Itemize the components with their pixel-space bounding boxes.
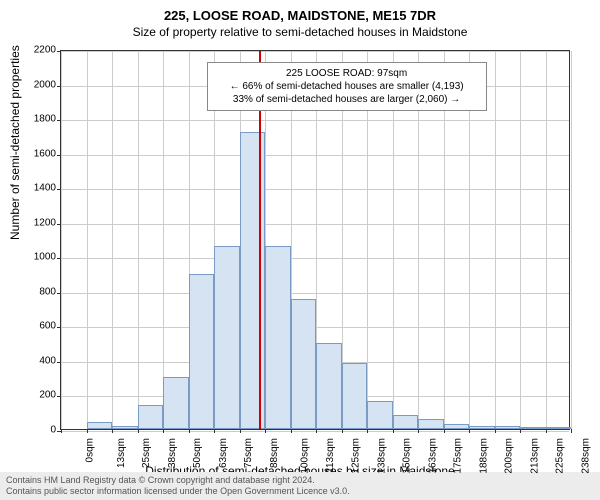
gridline-v: [571, 51, 572, 429]
x-tick-label: 113sqm: [324, 438, 335, 473]
x-tick-label: 175sqm: [453, 438, 464, 474]
annotation-line: ← 66% of semi-detached houses are smalle…: [216, 80, 478, 93]
x-tick-label: 200sqm: [504, 438, 515, 474]
y-tick-label: 1000: [16, 252, 56, 263]
x-tick-label: 25sqm: [141, 438, 152, 468]
histogram-bar: [418, 419, 444, 429]
y-tick-label: 400: [16, 355, 56, 366]
gridline-v: [520, 51, 521, 429]
histogram-bar: [240, 132, 266, 429]
chart-plot-area: 225 LOOSE ROAD: 97sqm← 66% of semi-detac…: [60, 50, 570, 430]
histogram-bar: [444, 424, 470, 429]
histogram-bar: [342, 363, 368, 429]
x-tick-label: 213sqm: [529, 438, 540, 474]
x-tick-label: 75sqm: [243, 438, 254, 468]
x-tick-label: 88sqm: [269, 438, 280, 468]
y-tick-label: 1200: [16, 217, 56, 228]
gridline-v: [546, 51, 547, 429]
x-tick-label: 13sqm: [116, 438, 127, 468]
footer-line1: Contains HM Land Registry data © Crown c…: [6, 475, 594, 486]
histogram-bar: [367, 401, 393, 429]
x-tick-label: 163sqm: [427, 438, 438, 474]
x-tick-label: 0sqm: [84, 438, 95, 462]
x-tick-label: 150sqm: [402, 438, 413, 474]
gridline-v: [112, 51, 113, 429]
x-tick-label: 50sqm: [192, 438, 203, 468]
histogram-bar: [138, 405, 164, 429]
histogram-bar: [112, 426, 138, 429]
histogram-bar: [189, 274, 215, 429]
y-tick-label: 1600: [16, 148, 56, 159]
histogram-bar: [214, 246, 240, 429]
y-axis-label: Number of semi-detached properties: [8, 45, 22, 240]
annotation-box: 225 LOOSE ROAD: 97sqm← 66% of semi-detac…: [207, 62, 487, 111]
x-tick-label: 188sqm: [478, 438, 489, 474]
histogram-bar: [546, 427, 572, 429]
histogram-bar: [520, 427, 546, 429]
histogram-bar: [393, 415, 419, 429]
y-tick-label: 2200: [16, 45, 56, 56]
y-tick-label: 1400: [16, 183, 56, 194]
footer-line2: Contains public sector information licen…: [6, 486, 594, 497]
histogram-bar: [163, 377, 189, 429]
x-tick-label: 63sqm: [218, 438, 229, 468]
gridline-v: [87, 51, 88, 429]
y-tick-label: 200: [16, 390, 56, 401]
footer-attribution: Contains HM Land Registry data © Crown c…: [0, 472, 600, 500]
annotation-line: 225 LOOSE ROAD: 97sqm: [216, 67, 478, 80]
x-tick-label: 125sqm: [351, 438, 362, 474]
histogram-bar: [87, 422, 113, 429]
histogram-bar: [291, 299, 317, 429]
y-tick-label: 2000: [16, 79, 56, 90]
annotation-line: 33% of semi-detached houses are larger (…: [216, 93, 478, 106]
gridline-v: [61, 51, 62, 429]
histogram-bar: [469, 426, 495, 429]
histogram-bar: [265, 246, 291, 429]
main-title: 225, LOOSE ROAD, MAIDSTONE, ME15 7DR: [0, 0, 600, 23]
x-tick-label: 225sqm: [555, 438, 566, 474]
y-tick-label: 600: [16, 321, 56, 332]
histogram-bar: [316, 343, 342, 429]
x-tick-label: 100sqm: [300, 438, 311, 474]
x-tick-label: 138sqm: [376, 438, 387, 474]
x-tick-label: 38sqm: [167, 438, 178, 468]
x-tick-label: 238sqm: [580, 438, 591, 474]
y-tick-label: 1800: [16, 114, 56, 125]
y-tick-label: 0: [16, 425, 56, 436]
gridline-v: [138, 51, 139, 429]
histogram-bar: [495, 426, 521, 429]
gridline-v: [163, 51, 164, 429]
subtitle: Size of property relative to semi-detach…: [0, 23, 600, 39]
gridline-v: [495, 51, 496, 429]
y-tick-label: 800: [16, 286, 56, 297]
